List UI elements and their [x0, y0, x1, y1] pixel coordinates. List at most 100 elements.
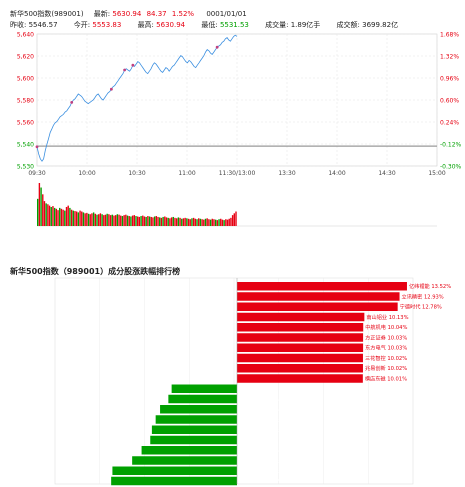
open-label: 今开:	[73, 21, 91, 29]
volume-bar	[182, 218, 185, 226]
gainer-bar	[237, 374, 363, 383]
loser-bar	[112, 466, 237, 475]
volume-bar	[79, 210, 81, 226]
volume-value: 1.89亿手	[290, 21, 321, 29]
volume-bar	[65, 206, 68, 226]
price-marker	[109, 87, 113, 91]
volume-bar	[87, 213, 90, 226]
amount-value: 3699.82亿	[362, 21, 399, 29]
volume-bar	[191, 218, 193, 226]
volume-bar	[177, 217, 180, 226]
volume-bar	[82, 212, 85, 226]
volume-bar	[40, 187, 42, 226]
left-tick-label: 5,530	[17, 164, 34, 171]
volume-bar	[152, 217, 154, 226]
volume-bar	[103, 215, 105, 226]
volume-bar	[91, 213, 93, 226]
volume-bar	[153, 216, 156, 226]
intraday-chart[interactable]: 5,640 1.68% 5,620 1.32% 5,600 0.96% 5,580 0.60%…	[0, 28, 465, 233]
volume-bar	[114, 215, 117, 226]
volume-bar	[50, 206, 52, 226]
volume-bar	[108, 214, 110, 226]
time-tick-label: 15:00	[428, 170, 445, 177]
ranking-chart: 亿纬锂能 13.52% 立讯精密 12.93% 宁德时代 12.78% 南山铝业 10…	[54, 277, 451, 486]
volume-bar	[175, 218, 178, 226]
volume-bar	[186, 218, 188, 226]
time-tick-label: 14:30	[378, 170, 395, 177]
volume-bar	[98, 214, 100, 226]
loser-bar	[111, 476, 237, 486]
volume-bar	[174, 217, 176, 226]
volume-bar	[231, 215, 234, 226]
gainer-bar	[237, 282, 407, 291]
volume-bar	[101, 214, 103, 226]
volume-label: 成交量:	[265, 21, 289, 29]
volume-bar	[37, 198, 39, 226]
low-value: 5531.53	[219, 21, 249, 29]
left-tick-label: 5,560	[17, 120, 34, 127]
price-marker	[131, 63, 135, 67]
index-name: 新华500指数(989001)	[10, 10, 84, 18]
volume-bar	[170, 217, 173, 226]
gainer-bar	[237, 333, 364, 342]
volume-bar	[203, 219, 205, 226]
volume-bar	[209, 219, 212, 226]
volume-bar	[198, 218, 200, 226]
volume-bar	[138, 216, 141, 226]
volume-bar	[150, 216, 152, 226]
volume-bar	[208, 219, 210, 226]
volume-bar	[160, 217, 163, 226]
time-tick-label: 10:00	[78, 170, 95, 177]
volume-bar	[143, 216, 146, 226]
gainer-bar	[237, 353, 363, 363]
loser-bar	[160, 405, 237, 414]
loser-bar	[150, 435, 237, 445]
volume-bar	[43, 201, 46, 226]
volume-bar	[59, 207, 61, 226]
volume-bar	[47, 204, 49, 226]
volume-bar	[53, 207, 56, 226]
quote-date: 0001/01/01	[206, 10, 247, 18]
volume-bar	[96, 214, 98, 226]
gainer-label: 兆易创新 10.02%	[365, 364, 407, 372]
gainer-label: 立讯精密 12.93%	[402, 292, 444, 300]
gainer-label: 方正证券 10.03%	[365, 333, 407, 341]
volume-bar	[60, 208, 63, 226]
volume-bar	[111, 214, 113, 226]
gainer-label: 三花智控 10.02%	[365, 354, 407, 362]
gainer-label: 东方电气 10.03%	[365, 344, 407, 352]
loser-label: 兴业银行 -5.46%	[239, 395, 280, 403]
loser-bar	[171, 384, 237, 393]
volume-bar	[140, 216, 142, 226]
right-tick-label: 0.96%	[440, 76, 459, 83]
volume-bar	[192, 217, 195, 226]
volume-bar	[235, 211, 237, 226]
price-marker	[70, 101, 74, 104]
right-tick-label: -0.30%	[440, 164, 462, 171]
volume-bar	[216, 220, 219, 226]
price-marker	[35, 145, 39, 149]
volume-bar	[120, 215, 122, 226]
volume-bar	[162, 216, 164, 226]
time-tick-label: 10:30	[128, 170, 145, 177]
price-line	[36, 34, 238, 162]
gainer-bar	[237, 292, 400, 301]
volume-bar	[38, 183, 41, 226]
volume-bar	[67, 205, 69, 226]
time-tick-label: 14:00	[328, 170, 345, 177]
volume-bar	[225, 219, 227, 226]
volume-bar	[92, 212, 95, 226]
volume-bar	[70, 209, 73, 226]
volume-bar	[104, 214, 107, 226]
volume-bar	[55, 208, 58, 226]
loser-label: 泰禾集团 -5.2%	[239, 385, 277, 393]
volume-bar	[84, 213, 86, 226]
loser-bar	[151, 425, 237, 434]
volume-bar	[48, 205, 51, 226]
low-label: 最低:	[201, 21, 218, 29]
volume-bar	[211, 218, 213, 226]
quote-header-row-1: 新华500指数(989001) 最新: 5630.94 84.37 1.52% …	[10, 10, 247, 19]
volume-bar	[148, 216, 151, 226]
loser-label: 安图生物 -6.47%	[239, 415, 280, 423]
volume-bar	[204, 218, 207, 226]
